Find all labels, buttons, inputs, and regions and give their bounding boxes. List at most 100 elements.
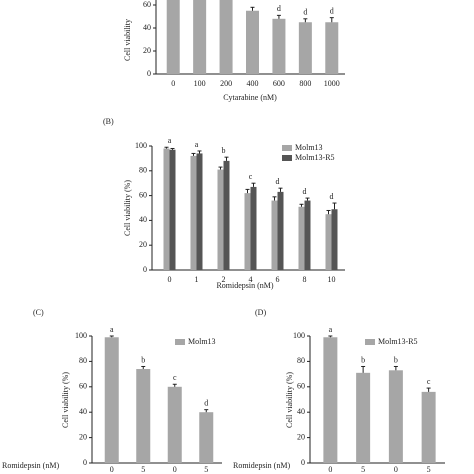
y-tick-label: 100 — [293, 331, 305, 340]
x-tick-label: 400 — [247, 79, 259, 88]
legend-swatch — [365, 339, 375, 345]
y-tick-label: 0 — [83, 458, 87, 467]
bar — [196, 153, 203, 270]
panel-label: (B) — [103, 117, 114, 126]
y-tick-label: 0 — [147, 69, 151, 78]
x-tick-label: 0 — [394, 465, 398, 474]
y-tick-label: 80 — [79, 356, 87, 365]
significance-letter: c — [249, 172, 253, 181]
y-tick-label: 100 — [135, 141, 147, 150]
x-axis-title: Romidepsin (nM) — [233, 461, 290, 470]
y-tick-label: 20 — [79, 432, 87, 441]
y-axis-title: Cell viability (%) — [61, 372, 70, 428]
x-axis-title: Romidepsin (nM) — [2, 461, 59, 470]
significance-letter: d — [276, 177, 280, 186]
bar — [271, 200, 278, 270]
bar — [104, 337, 119, 463]
y-tick-label: 20 — [297, 432, 305, 441]
y-axis-title: Cell viability (%) — [123, 180, 132, 236]
x-tick-label: 1000 — [324, 79, 340, 88]
y-tick-label: 60 — [79, 382, 87, 391]
significance-letter: a — [329, 325, 333, 334]
significance-letter: d — [204, 398, 208, 407]
y-tick-label: 0 — [301, 458, 305, 467]
x-tick-label: 10 — [328, 275, 336, 284]
bar — [388, 370, 403, 463]
x-axis-title: Cytarabine (nM) — [223, 93, 277, 102]
significance-letter: d — [277, 4, 281, 13]
bar — [219, 0, 233, 74]
y-tick-label: 100 — [75, 331, 87, 340]
bar — [272, 18, 286, 74]
x-tick-label: 600 — [273, 79, 285, 88]
y-tick-label: 60 — [297, 382, 305, 391]
y-tick-label: 20 — [143, 46, 151, 55]
x-tick-label: 6 — [276, 275, 280, 284]
bar — [298, 22, 312, 74]
bar — [244, 193, 251, 270]
y-tick-label: 40 — [143, 23, 151, 32]
significance-letter: a — [168, 136, 172, 145]
legend-label: Molm13 — [295, 143, 323, 152]
y-tick-label: 40 — [139, 215, 147, 224]
legend-label: Molm13-R5 — [378, 337, 418, 346]
significance-letter: a — [110, 325, 114, 334]
bar — [323, 337, 338, 463]
significance-letter: b — [361, 355, 365, 364]
x-tick-label: 200 — [220, 79, 232, 88]
x-tick-label: 0 — [171, 79, 175, 88]
legend-label: Molm13 — [188, 337, 216, 346]
x-tick-label: 5 — [204, 465, 208, 474]
y-axis-title: Cell viability (%) — [285, 372, 294, 428]
legend-label: Molm13-R5 — [295, 153, 335, 162]
y-tick-label: 80 — [139, 166, 147, 175]
panel-label: (C) — [33, 308, 44, 317]
bar — [169, 149, 176, 270]
bar — [163, 148, 170, 270]
significance-letter: b — [222, 146, 226, 155]
x-tick-label: 0 — [328, 465, 332, 474]
significance-letter: d — [303, 187, 307, 196]
x-tick-label: 1 — [195, 275, 199, 284]
significance-letter: a — [195, 140, 199, 149]
y-tick-label: 60 — [143, 0, 151, 9]
y-tick-label: 40 — [297, 407, 305, 416]
bar — [190, 155, 197, 270]
significance-letter: c — [173, 373, 177, 382]
x-tick-label: 800 — [299, 79, 311, 88]
y-tick-label: 0 — [143, 265, 147, 274]
y-tick-label: 40 — [79, 407, 87, 416]
x-tick-label: 0 — [173, 465, 177, 474]
x-axis-title: Romidepsin (nM) — [216, 281, 273, 290]
significance-letter: c — [427, 377, 431, 386]
significance-letter: b — [394, 355, 398, 364]
bar — [325, 214, 332, 270]
significance-letter: d — [303, 8, 307, 17]
bar — [193, 0, 207, 74]
y-tick-label: 20 — [139, 240, 147, 249]
x-tick-label: 5 — [141, 465, 145, 474]
bar — [356, 372, 371, 463]
x-tick-label: 100 — [194, 79, 206, 88]
bar — [223, 160, 230, 270]
bar — [246, 10, 259, 74]
legend-swatch — [282, 145, 292, 151]
bar — [250, 186, 257, 270]
y-tick-label: 60 — [139, 190, 147, 199]
bar — [199, 412, 214, 463]
y-axis-title: Cell viability — [123, 19, 132, 61]
legend-swatch — [175, 339, 185, 345]
significance-letter: d — [330, 192, 334, 201]
bar — [167, 386, 182, 463]
x-tick-label: 5 — [361, 465, 365, 474]
x-tick-label: 8 — [303, 275, 307, 284]
x-tick-label: 2 — [222, 275, 226, 284]
x-tick-label: 0 — [168, 275, 172, 284]
x-tick-label: 4 — [249, 275, 253, 284]
bar — [217, 169, 224, 270]
x-tick-label: 5 — [427, 465, 431, 474]
bar — [298, 206, 305, 270]
bar — [136, 369, 151, 463]
bar — [331, 209, 338, 270]
